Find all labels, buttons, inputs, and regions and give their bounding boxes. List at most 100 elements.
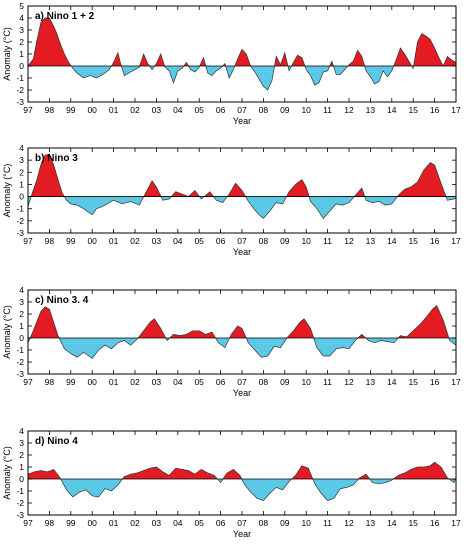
cool-anomaly-area (309, 196, 355, 219)
x-axis-title: Year (233, 247, 251, 257)
x-tick-label: 02 (130, 236, 140, 246)
warm-anomaly-area (397, 162, 447, 197)
x-tick-label: 04 (173, 518, 183, 528)
cool-anomaly-area (164, 66, 184, 83)
warm-anomaly-area (28, 18, 72, 66)
cool-anomaly-area (205, 66, 223, 76)
y-tick-label: -3 (16, 369, 24, 379)
warm-anomaly-area (227, 183, 246, 197)
warm-anomaly-area (393, 48, 412, 66)
x-tick-label: 04 (173, 236, 183, 246)
cool-anomaly-area (312, 479, 359, 501)
x-tick-label: 01 (109, 105, 119, 115)
warm-anomaly-area (143, 180, 162, 197)
warm-anomaly-area (413, 33, 444, 66)
x-tick-label: 02 (130, 518, 140, 528)
x-tick-label: 01 (109, 377, 119, 387)
x-tick-label: 05 (194, 377, 204, 387)
y-tick-label: 3 (19, 438, 24, 448)
x-tick-label: 07 (237, 518, 247, 528)
cool-anomaly-area (217, 479, 223, 483)
x-tick-label: 14 (387, 518, 397, 528)
x-tick-label: 13 (366, 105, 376, 115)
x-tick-label: 11 (323, 518, 332, 528)
warm-anomaly-area (111, 52, 122, 66)
cool-anomaly-area (246, 338, 287, 358)
x-tick-label: 08 (259, 518, 269, 528)
x-tick-label: 97 (23, 518, 33, 528)
x-tick-label: 08 (259, 105, 269, 115)
y-tick-label: 2 (19, 450, 24, 460)
cool-anomaly-area (304, 66, 330, 86)
warm-anomaly-area (223, 469, 242, 479)
warm-anomaly-area (139, 54, 150, 66)
y-tick-label: -2 (16, 357, 24, 367)
x-tick-label: 98 (45, 105, 55, 115)
x-tick-label: 15 (408, 518, 418, 528)
warm-anomaly-area (204, 191, 214, 197)
x-tick-label: 12 (344, 518, 354, 528)
x-tick-label: 05 (194, 105, 204, 115)
x-tick-label: 14 (387, 105, 397, 115)
x-tick-label: 10 (301, 377, 311, 387)
y-tick-label: 4 (19, 143, 24, 153)
warm-anomaly-area (354, 188, 365, 197)
y-tick-label: -3 (16, 510, 24, 520)
warm-anomaly-area (393, 462, 449, 479)
x-tick-label: 99 (66, 518, 76, 528)
x-tick-label: 01 (109, 518, 119, 528)
warm-anomaly-area (234, 49, 251, 66)
warm-anomaly-area (291, 55, 305, 66)
x-tick-label: 98 (45, 377, 55, 387)
x-tick-label: 12 (344, 377, 354, 387)
y-tick-label: 0 (19, 474, 24, 484)
x-tick-label: 97 (23, 105, 33, 115)
y-axis-title: Anomaly (°C) (2, 446, 12, 500)
x-tick-label: 10 (301, 105, 311, 115)
y-tick-label: 5 (19, 1, 24, 11)
y-tick-label: -2 (16, 85, 24, 95)
x-tick-label: 99 (66, 105, 76, 115)
x-tick-label: 06 (216, 236, 226, 246)
x-tick-label: 01 (109, 236, 119, 246)
cool-anomaly-area (448, 338, 456, 346)
y-tick-label: 3 (19, 155, 24, 165)
y-tick-label: 0 (19, 192, 24, 202)
x-tick-label: 02 (130, 377, 140, 387)
x-tick-label: 07 (237, 377, 247, 387)
cool-anomaly-area (364, 196, 398, 206)
warm-anomaly-area (291, 465, 313, 479)
warm-anomaly-area (347, 50, 365, 66)
cool-anomaly-area (446, 196, 456, 201)
warm-anomaly-area (138, 318, 166, 338)
warm-anomaly-area (30, 306, 60, 338)
x-tick-label: 00 (87, 236, 97, 246)
panel-title: b) Nino 3 (35, 153, 78, 164)
x-tick-label: 08 (259, 377, 269, 387)
warm-anomaly-area (274, 52, 288, 66)
x-tick-label: 99 (66, 236, 76, 246)
x-tick-label: 11 (323, 377, 332, 387)
x-axis-title: Year (233, 529, 251, 539)
x-tick-label: 13 (366, 377, 376, 387)
x-tick-label: 05 (194, 518, 204, 528)
x-tick-label: 05 (194, 236, 204, 246)
x-tick-label: 17 (451, 105, 461, 115)
x-tick-label: 00 (87, 518, 97, 528)
x-tick-label: 17 (451, 518, 461, 528)
warm-anomaly-area (122, 467, 218, 479)
warm-anomaly-area (188, 190, 200, 197)
y-tick-label: 1 (19, 462, 24, 472)
x-tick-label: 99 (66, 377, 76, 387)
x-tick-label: 15 (408, 377, 418, 387)
x-tick-label: 97 (23, 236, 33, 246)
cool-anomaly-area (64, 196, 144, 215)
anomaly-series-line (27, 153, 457, 219)
y-tick-label: 2 (19, 37, 24, 47)
x-tick-label: 16 (430, 236, 440, 246)
warm-anomaly-area (286, 179, 310, 197)
x-tick-label: 09 (280, 105, 290, 115)
warm-anomaly-area (199, 57, 206, 66)
x-tick-label: 14 (387, 377, 397, 387)
